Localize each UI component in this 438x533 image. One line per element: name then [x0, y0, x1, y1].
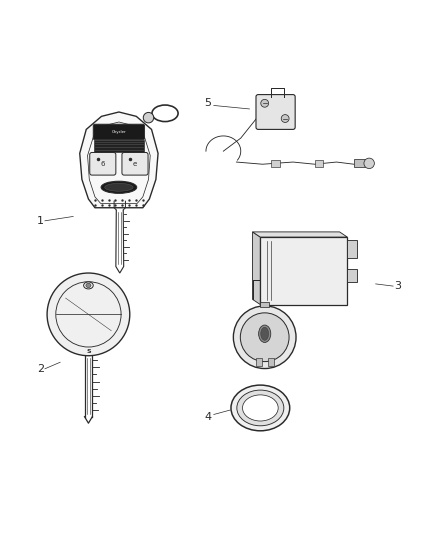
Circle shape — [364, 158, 374, 168]
Polygon shape — [253, 232, 260, 304]
Text: 4: 4 — [205, 411, 212, 422]
Bar — [260, 302, 269, 307]
Circle shape — [261, 99, 268, 107]
Circle shape — [240, 313, 289, 361]
Circle shape — [233, 306, 296, 368]
FancyBboxPatch shape — [93, 124, 145, 140]
Bar — [260, 237, 347, 304]
Bar — [354, 159, 365, 167]
Bar — [347, 269, 357, 282]
Text: 5: 5 — [205, 98, 212, 108]
Ellipse shape — [237, 390, 284, 426]
Ellipse shape — [258, 325, 271, 342]
FancyBboxPatch shape — [256, 94, 295, 130]
FancyBboxPatch shape — [90, 152, 116, 175]
Polygon shape — [253, 232, 347, 237]
Circle shape — [281, 115, 289, 123]
Ellipse shape — [101, 181, 137, 193]
Bar — [268, 358, 274, 366]
Ellipse shape — [243, 395, 278, 421]
Text: 1: 1 — [37, 216, 44, 226]
Bar — [315, 160, 323, 167]
Text: 6: 6 — [101, 161, 105, 167]
Ellipse shape — [105, 183, 133, 191]
Ellipse shape — [86, 283, 91, 288]
Bar — [271, 160, 280, 167]
Circle shape — [143, 112, 154, 123]
Ellipse shape — [84, 282, 93, 289]
Ellipse shape — [261, 327, 268, 340]
Bar — [256, 358, 262, 366]
FancyBboxPatch shape — [94, 140, 144, 152]
Text: 2: 2 — [37, 364, 44, 374]
Text: Chysler: Chysler — [112, 130, 126, 134]
Bar — [347, 240, 357, 258]
Ellipse shape — [231, 385, 290, 431]
Polygon shape — [80, 112, 158, 208]
Text: 3: 3 — [394, 281, 401, 291]
Text: e: e — [133, 161, 137, 167]
Text: S: S — [86, 349, 91, 354]
Circle shape — [47, 273, 130, 356]
FancyBboxPatch shape — [122, 152, 148, 175]
